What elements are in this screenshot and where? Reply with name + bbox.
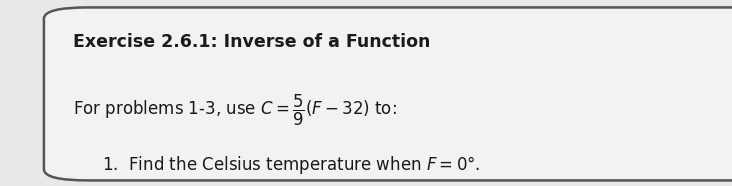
Text: 1.  Find the Celsius temperature when $F = 0°$.: 1. Find the Celsius temperature when $F …: [102, 154, 481, 176]
FancyBboxPatch shape: [44, 7, 732, 180]
Text: Exercise 2.6.1: Inverse of a Function: Exercise 2.6.1: Inverse of a Function: [73, 33, 430, 52]
Text: For problems 1-3, use $C = \dfrac{5}{9}(F - 32)$ to:: For problems 1-3, use $C = \dfrac{5}{9}(…: [73, 93, 397, 128]
